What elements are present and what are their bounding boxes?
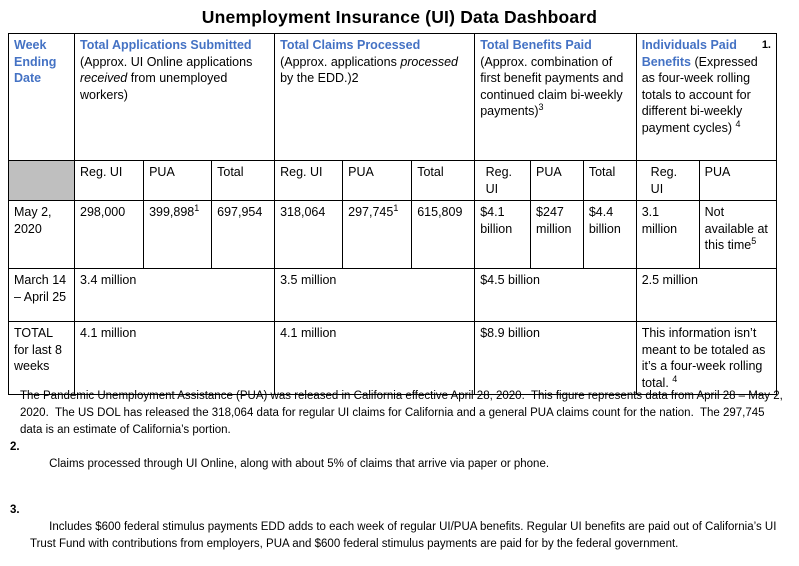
footnote-3: 3. Includes $600 federal stimulus payment… <box>0 502 789 566</box>
header-individuals-desc: (Expressed as four-week rolling totals t… <box>641 54 758 135</box>
header-week-ending-date: Week Ending Date <box>7 33 76 161</box>
header-apps-desc: (Approx. UI Online applications received… <box>80 54 253 102</box>
march-claims-total: 3.5 million <box>274 268 476 322</box>
subheader-apps-reg-ui: Reg. UI <box>74 160 145 201</box>
subheader-apps-pua: PUA <box>143 160 213 201</box>
footnote-ref-4: 4 <box>672 373 678 384</box>
footnote-ref-1: 1 <box>393 202 399 213</box>
header-total-applications: Total Applications Submitted (Approx. UI… <box>74 33 276 161</box>
footnote-ref-3: 3 <box>538 101 544 112</box>
subheader-claims-reg-ui: Reg. UI <box>274 160 344 201</box>
may2-benefits-pua: $247 million <box>530 200 584 269</box>
footnote-3-text: Includes $600 federal stimulus payments … <box>30 521 780 550</box>
header-row: Week Ending Date Total Applications Subm… <box>7 33 778 161</box>
total-individuals-note: This information isn’t meant to be total… <box>635 321 778 395</box>
footnote-ref-1: 1 <box>194 202 200 213</box>
header-benefits-desc: (Approx. combination of first benefit pa… <box>480 54 624 119</box>
may2-apps-pua: 399,8981 <box>143 200 213 269</box>
total-claims: 4.1 million <box>274 321 476 395</box>
subheader-individuals-reg-ui: Reg. UI <box>635 160 700 201</box>
footnote-ref-5: 5 <box>751 235 757 246</box>
may2-claims-reg-ui: 318,064 <box>274 200 344 269</box>
footnote-3-number: 3. <box>10 504 20 516</box>
may2-claims-total: 615,809 <box>411 200 476 269</box>
march-individuals-total: 2.5 million <box>635 268 778 322</box>
subheader-benefits-pua: PUA <box>530 160 584 201</box>
row-label-total-8-weeks: TOTAL for last 8 weeks <box>7 321 76 395</box>
page-title: Unemployment Insurance (UI) Data Dashboa… <box>201 7 598 27</box>
may2-benefits-total: $4.4 billion <box>582 200 637 269</box>
subheader-blank-cell <box>7 160 76 201</box>
subheader-benefits-total: Total <box>582 160 637 201</box>
may2-individuals-pua: Not available at this time5 <box>698 200 778 269</box>
footnote-2-text: Claims processed through UI Online, alon… <box>49 458 550 470</box>
may2-claims-pua: 297,7451 <box>342 200 413 269</box>
row-march14-april25: March 14 – April 25 3.4 million 3.5 mill… <box>7 268 778 322</box>
header-total-benefits: Total Benefits Paid (Approx. combination… <box>474 33 637 161</box>
header-week-label: Week Ending Date <box>14 38 57 85</box>
march-benefits-total: $4.5 billion <box>474 268 637 322</box>
footnote-1-text: The Pandemic Unemployment Assistance (PU… <box>20 390 786 436</box>
row-total-8-weeks: TOTAL for last 8 weeks 4.1 million 4.1 m… <box>7 321 778 395</box>
total-apps: 4.1 million <box>74 321 276 395</box>
may2-apps-total: 697,954 <box>211 200 276 269</box>
may2-apps-reg-ui: 298,000 <box>74 200 145 269</box>
may2-individuals-reg-ui: 3.1 million <box>635 200 700 269</box>
row-label-may-2-2020: May 2, 2020 <box>7 200 76 269</box>
header-individuals-paid: 1. Individuals Paid Benefits (Expressed … <box>635 33 778 161</box>
subheader-claims-pua: PUA <box>342 160 413 201</box>
stray-footnote-marker-1: 1. <box>761 39 771 51</box>
subheader-benefits-reg-ui: Reg. UI <box>474 160 532 201</box>
footnote-2-number: 2. <box>10 441 20 453</box>
subheader-individuals-pua: PUA <box>698 160 778 201</box>
subheader-row: Reg. UI PUA Total Reg. UI PUA Total Reg.… <box>7 160 778 201</box>
may2-benefits-reg-ui: $4.1 billion <box>474 200 532 269</box>
header-claims-desc: (Approx. applications processed by the E… <box>280 54 458 86</box>
footnotes: The Pandemic Unemployment Assistance (PU… <box>0 388 799 566</box>
row-label-march14-april25: March 14 – April 25 <box>7 268 76 322</box>
march-apps-total: 3.4 million <box>74 268 276 322</box>
header-total-claims: Total Claims Processed (Approx. applicat… <box>274 33 476 161</box>
ui-data-table: Week Ending Date Total Applications Subm… <box>7 33 778 395</box>
footnote-2: 2. Claims processed through UI Online, al… <box>0 439 789 490</box>
row-may-2-2020: May 2, 2020 298,000 399,8981 697,954 318… <box>7 200 778 269</box>
subheader-claims-total: Total <box>411 160 476 201</box>
total-benefits: $8.9 billion <box>474 321 637 395</box>
subheader-apps-total: Total <box>211 160 276 201</box>
footnote-ref-4: 4 <box>735 118 741 129</box>
